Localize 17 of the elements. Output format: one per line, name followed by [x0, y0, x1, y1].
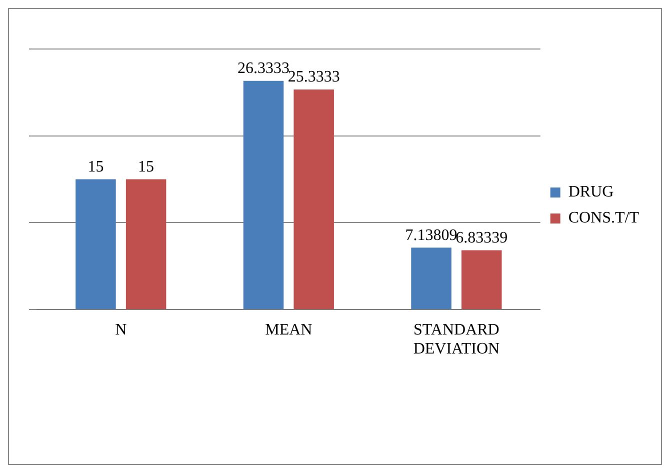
bar — [243, 80, 284, 310]
x-tick-label: N — [115, 321, 128, 338]
data-label: 6.83339 — [456, 229, 508, 246]
data-label: 25.3333 — [288, 68, 340, 86]
data-label: 15 — [88, 158, 104, 176]
bar — [126, 179, 166, 310]
x-tick-label: STANDARD DEVIATION — [413, 321, 500, 358]
bar — [461, 250, 502, 310]
bar — [76, 179, 116, 310]
data-label: 15 — [138, 158, 154, 176]
legend-label: DRUG — [568, 184, 614, 201]
bar — [294, 90, 334, 310]
bar — [411, 248, 452, 310]
data-label: 7.13809 — [405, 226, 458, 244]
data-label: 26.3333 — [238, 60, 290, 78]
legend-label: CONS.T/T — [568, 210, 640, 227]
x-tick-label: MEAN — [265, 321, 313, 338]
